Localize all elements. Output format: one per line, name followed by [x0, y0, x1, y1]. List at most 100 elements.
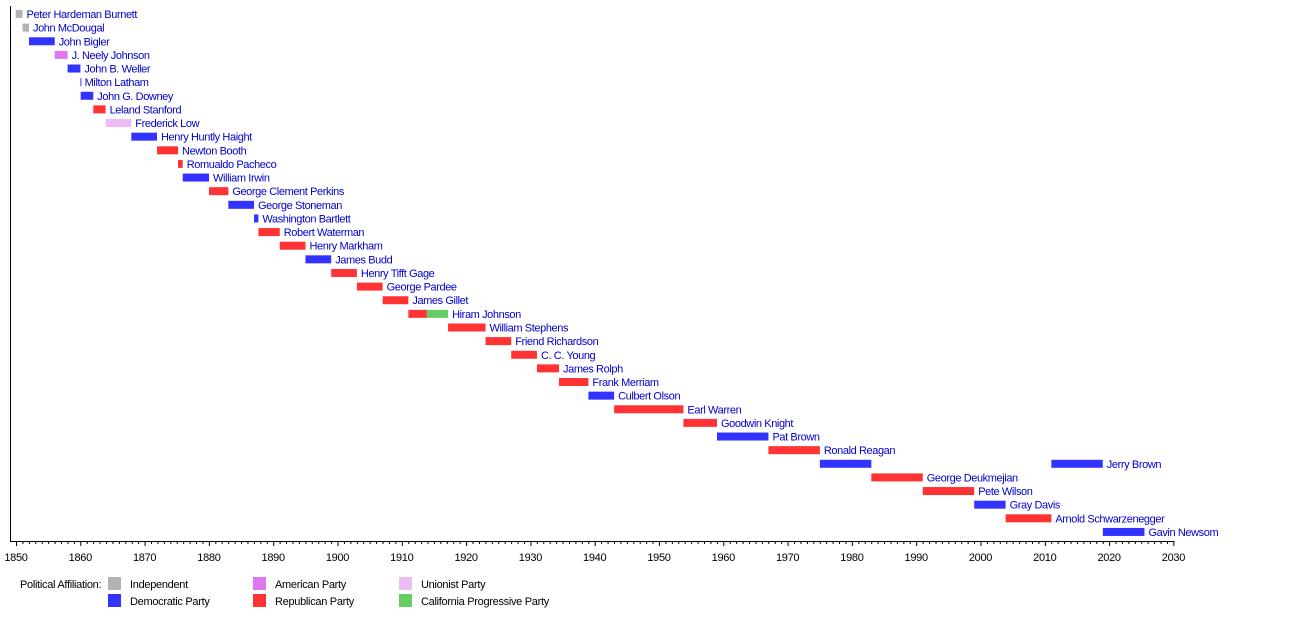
term-bar [93, 105, 106, 114]
term-bar [331, 268, 357, 277]
term-bar [254, 214, 259, 223]
term-bar [448, 323, 486, 332]
term-bar [485, 337, 512, 346]
governor-label: Henry Markham [309, 241, 382, 253]
governor-label: John McDougal [33, 23, 104, 35]
governor-label: George Stoneman [258, 200, 342, 212]
governor-label: George Deukmejian [927, 472, 1018, 484]
term-bar [536, 364, 560, 373]
term-bar [178, 159, 183, 168]
governor-label: Peter Hardeman Burnett [27, 9, 138, 21]
legend-swatch-american [253, 577, 266, 590]
governor-label: Romualdo Pacheco [187, 159, 277, 171]
legend-label-progressive: California Progressive Party [421, 596, 550, 608]
governor-label: John B. Weller [84, 64, 150, 76]
term-bar [426, 309, 449, 318]
term-bar [105, 119, 132, 128]
term-bar [28, 37, 55, 46]
x-tick-label: 1910 [390, 552, 413, 564]
x-tick-label: 1860 [69, 552, 92, 564]
governor-label: Friend Richardson [515, 336, 598, 348]
governor-label: Frank Merriam [592, 377, 659, 389]
governor-label: James Rolph [563, 363, 623, 375]
governor-label: William Stephens [490, 322, 569, 334]
governor-label: Ronald Reagan [824, 445, 896, 457]
x-tick-label: 1940 [583, 552, 606, 564]
x-tick-label: 1880 [197, 552, 220, 564]
term-bar [228, 200, 255, 209]
term-bar [1102, 527, 1145, 536]
term-bar [305, 255, 332, 264]
governor-label: Arnold Schwarzenegger [1055, 513, 1165, 525]
term-bar [716, 432, 769, 441]
term-bar [80, 91, 94, 100]
term-bar [588, 391, 615, 400]
term-bar [356, 282, 383, 291]
governor-label: Leland Stanford [110, 104, 182, 116]
term-bar [871, 473, 923, 482]
term-bar [511, 350, 537, 359]
term-bar [131, 132, 158, 141]
governor-label: J. Neely Johnson [72, 50, 150, 62]
term-bar [80, 78, 82, 87]
legend-swatch-democratic [108, 594, 121, 607]
governor-label: Culbert Olson [618, 391, 680, 403]
governor-label: Gavin Newsom [1148, 527, 1218, 539]
legend-swatch-unionist [399, 577, 412, 590]
legend-swatch-progressive [399, 594, 412, 607]
x-tick-label: 1920 [454, 552, 477, 564]
term-bar [614, 405, 684, 414]
term-bar [382, 296, 409, 305]
term-bar [819, 459, 872, 468]
x-tick-label: 1890 [262, 552, 285, 564]
term-bar [54, 50, 68, 59]
governor-label: Henry Tifft Gage [361, 268, 435, 280]
x-tick-label: 2020 [1097, 552, 1120, 564]
governor-label: Hiram Johnson [452, 309, 521, 321]
term-bar [209, 187, 229, 196]
x-tick-label: 2010 [1033, 552, 1056, 564]
governor-label: Robert Waterman [284, 227, 365, 239]
governor-label: C. C. Young [541, 350, 596, 362]
governor-label: John G. Downey [97, 91, 174, 103]
term-bar [182, 173, 210, 182]
governor-label: William Irwin [213, 173, 270, 185]
governor-label: Goodwin Knight [721, 418, 793, 430]
governor-label: Earl Warren [687, 404, 741, 416]
governor-label: Milton Latham [85, 77, 149, 89]
governor-label: John Bigler [59, 36, 110, 48]
term-bar [15, 10, 23, 18]
x-tick-label: 2000 [969, 552, 992, 564]
term-bar [22, 23, 29, 32]
legend-swatch-independent [108, 577, 121, 590]
legend-label-democratic: Democratic Party [130, 596, 210, 608]
legend-swatch-republican [253, 594, 266, 607]
term-bar [922, 487, 975, 496]
x-tick-label: 1980 [840, 552, 863, 564]
legend-label-unionist: Unionist Party [421, 579, 486, 591]
x-tick-label: 1870 [133, 552, 156, 564]
governor-label: James Budd [335, 254, 392, 266]
term-bar [279, 241, 306, 250]
x-tick-label: 1900 [326, 552, 349, 564]
governor-label: Pat Brown [772, 432, 819, 444]
term-bar [258, 228, 280, 237]
x-tick-label: 2030 [1162, 552, 1185, 564]
x-tick-label: 1960 [712, 552, 735, 564]
term-bar [768, 446, 820, 455]
governor-label: Frederick Low [135, 118, 199, 130]
x-tick-label: 1930 [519, 552, 542, 564]
x-tick-label: 1970 [776, 552, 799, 564]
x-tick-label: 1990 [905, 552, 928, 564]
term-bar [67, 64, 81, 73]
term-bar [683, 418, 717, 427]
term-bar [157, 146, 179, 155]
governor-label: Henry Huntly Haight [161, 132, 252, 144]
term-bar [408, 309, 427, 318]
x-tick-label: 1850 [4, 552, 27, 564]
term-bar [559, 378, 589, 387]
legend-label-republican: Republican Party [275, 596, 355, 608]
governor-label: Gray Davis [1010, 500, 1061, 512]
governor-label: Jerry Brown [1107, 459, 1162, 471]
